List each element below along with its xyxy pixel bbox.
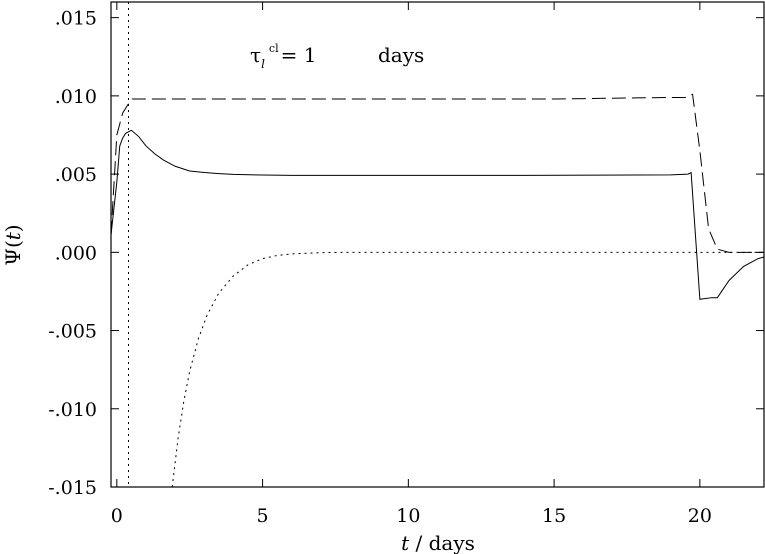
axis-ticks (111, 2, 764, 488)
y-axis-label-suffix: ) (1, 224, 25, 232)
y-tick-label-4: -.005 (48, 321, 97, 343)
tau-superscript: cl (269, 42, 279, 55)
series-group (111, 93, 764, 487)
plot-frame (110, 1, 765, 488)
tau-unit: days (378, 43, 424, 67)
y-tick-label-3: .000 (55, 242, 97, 264)
y-axis-label-var: t (1, 231, 25, 240)
axis-tick-labels: 0 5 10 15 20 .015 .010 .005 .000 -.005 -.010 -.015 (48, 8, 712, 527)
x-tick-label-4: 20 (688, 505, 712, 527)
y-tick-label-1: .010 (55, 86, 97, 108)
x-tick-label-1: 5 (257, 505, 269, 527)
y-axis-label: Ψ(t) (1, 224, 25, 265)
tau-symbol: τ (250, 43, 261, 67)
series-line-dotted (171, 251, 764, 487)
tau-value: = 1 (281, 43, 317, 67)
x-axis-label: t / days (401, 531, 475, 554)
y-tick-label-6: -.015 (48, 477, 97, 499)
series-line-dashed (111, 93, 764, 253)
x-axis-label-var: t (401, 531, 410, 554)
y-tick-label-2: .005 (55, 164, 97, 186)
y-tick-label-0: .015 (55, 8, 97, 30)
x-tick-label-3: 15 (542, 505, 566, 527)
tau-annotation: τlcl = 1 (250, 42, 316, 71)
tau-subscript: l (261, 57, 265, 71)
series-line-solid (111, 129, 764, 300)
x-tick-label-2: 10 (396, 505, 420, 527)
y-tick-label-5: -.010 (48, 399, 97, 421)
y-axis-label-prefix: Ψ( (1, 240, 25, 265)
x-axis-label-unit: / days (409, 531, 475, 554)
x-tick-label-0: 0 (111, 505, 123, 527)
